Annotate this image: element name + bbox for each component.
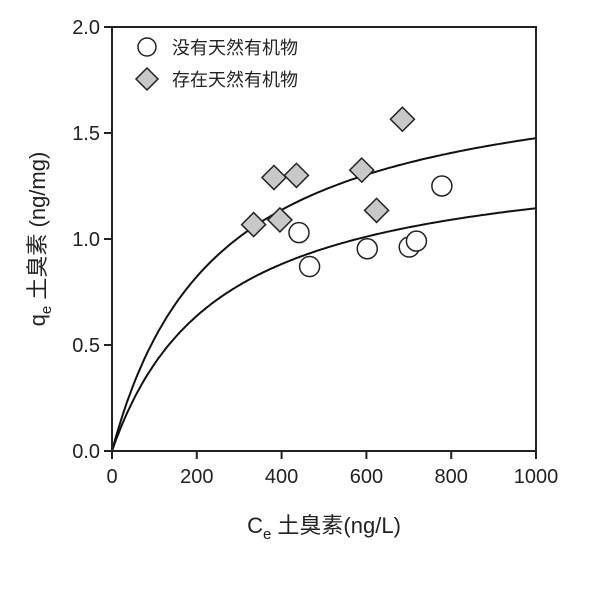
y-tick-label: 1.5 <box>72 123 100 145</box>
point-circle <box>405 230 428 252</box>
fit-curve-1 <box>111 137 537 452</box>
y-axis: 0.0 0.5 1.0 1.5 2.0 <box>72 17 112 463</box>
legend: 没有天然有机物 存在天然有机物 <box>134 37 298 92</box>
plot-frame <box>111 26 537 452</box>
x-axis: 0 200 400 600 800 1000 <box>106 451 558 488</box>
fit-curves <box>111 137 537 452</box>
x-tick-label: 600 <box>350 466 383 488</box>
legend-marker-diamond <box>134 66 160 92</box>
x-tick-label: 1000 <box>514 466 559 488</box>
legend-label-0: 没有天然有机物 <box>172 38 298 58</box>
x-tick-label: 0 <box>106 466 117 488</box>
y-tick-label: 0.5 <box>72 335 100 357</box>
legend-marker-circle <box>137 37 157 57</box>
data-points <box>240 106 453 278</box>
point-circle <box>431 175 453 197</box>
x-axis-label: Ce 土臭素(ng/L) <box>247 513 401 543</box>
point-circle <box>288 221 310 244</box>
point-diamond <box>240 211 267 238</box>
point-diamond <box>363 197 390 224</box>
point-circle <box>356 238 378 260</box>
x-tick-label: 800 <box>435 466 468 488</box>
y-tick-label: 1.0 <box>72 229 100 251</box>
point-diamond <box>389 106 416 133</box>
point-diamond <box>283 162 310 189</box>
y-tick-label: 0.0 <box>72 441 100 463</box>
point-diamond <box>348 157 375 184</box>
y-tick-label: 2.0 <box>72 17 100 39</box>
fit-curve-0 <box>111 207 537 452</box>
x-tick-label: 200 <box>180 466 213 488</box>
point-diamond <box>266 206 293 233</box>
y-axis-label: qe 土臭素 (ng/mg) <box>25 152 55 327</box>
x-tick-label: 400 <box>265 466 298 488</box>
point-circle <box>298 255 321 278</box>
point-diamond <box>260 164 288 191</box>
legend-label-1: 存在天然有机物 <box>172 70 298 90</box>
